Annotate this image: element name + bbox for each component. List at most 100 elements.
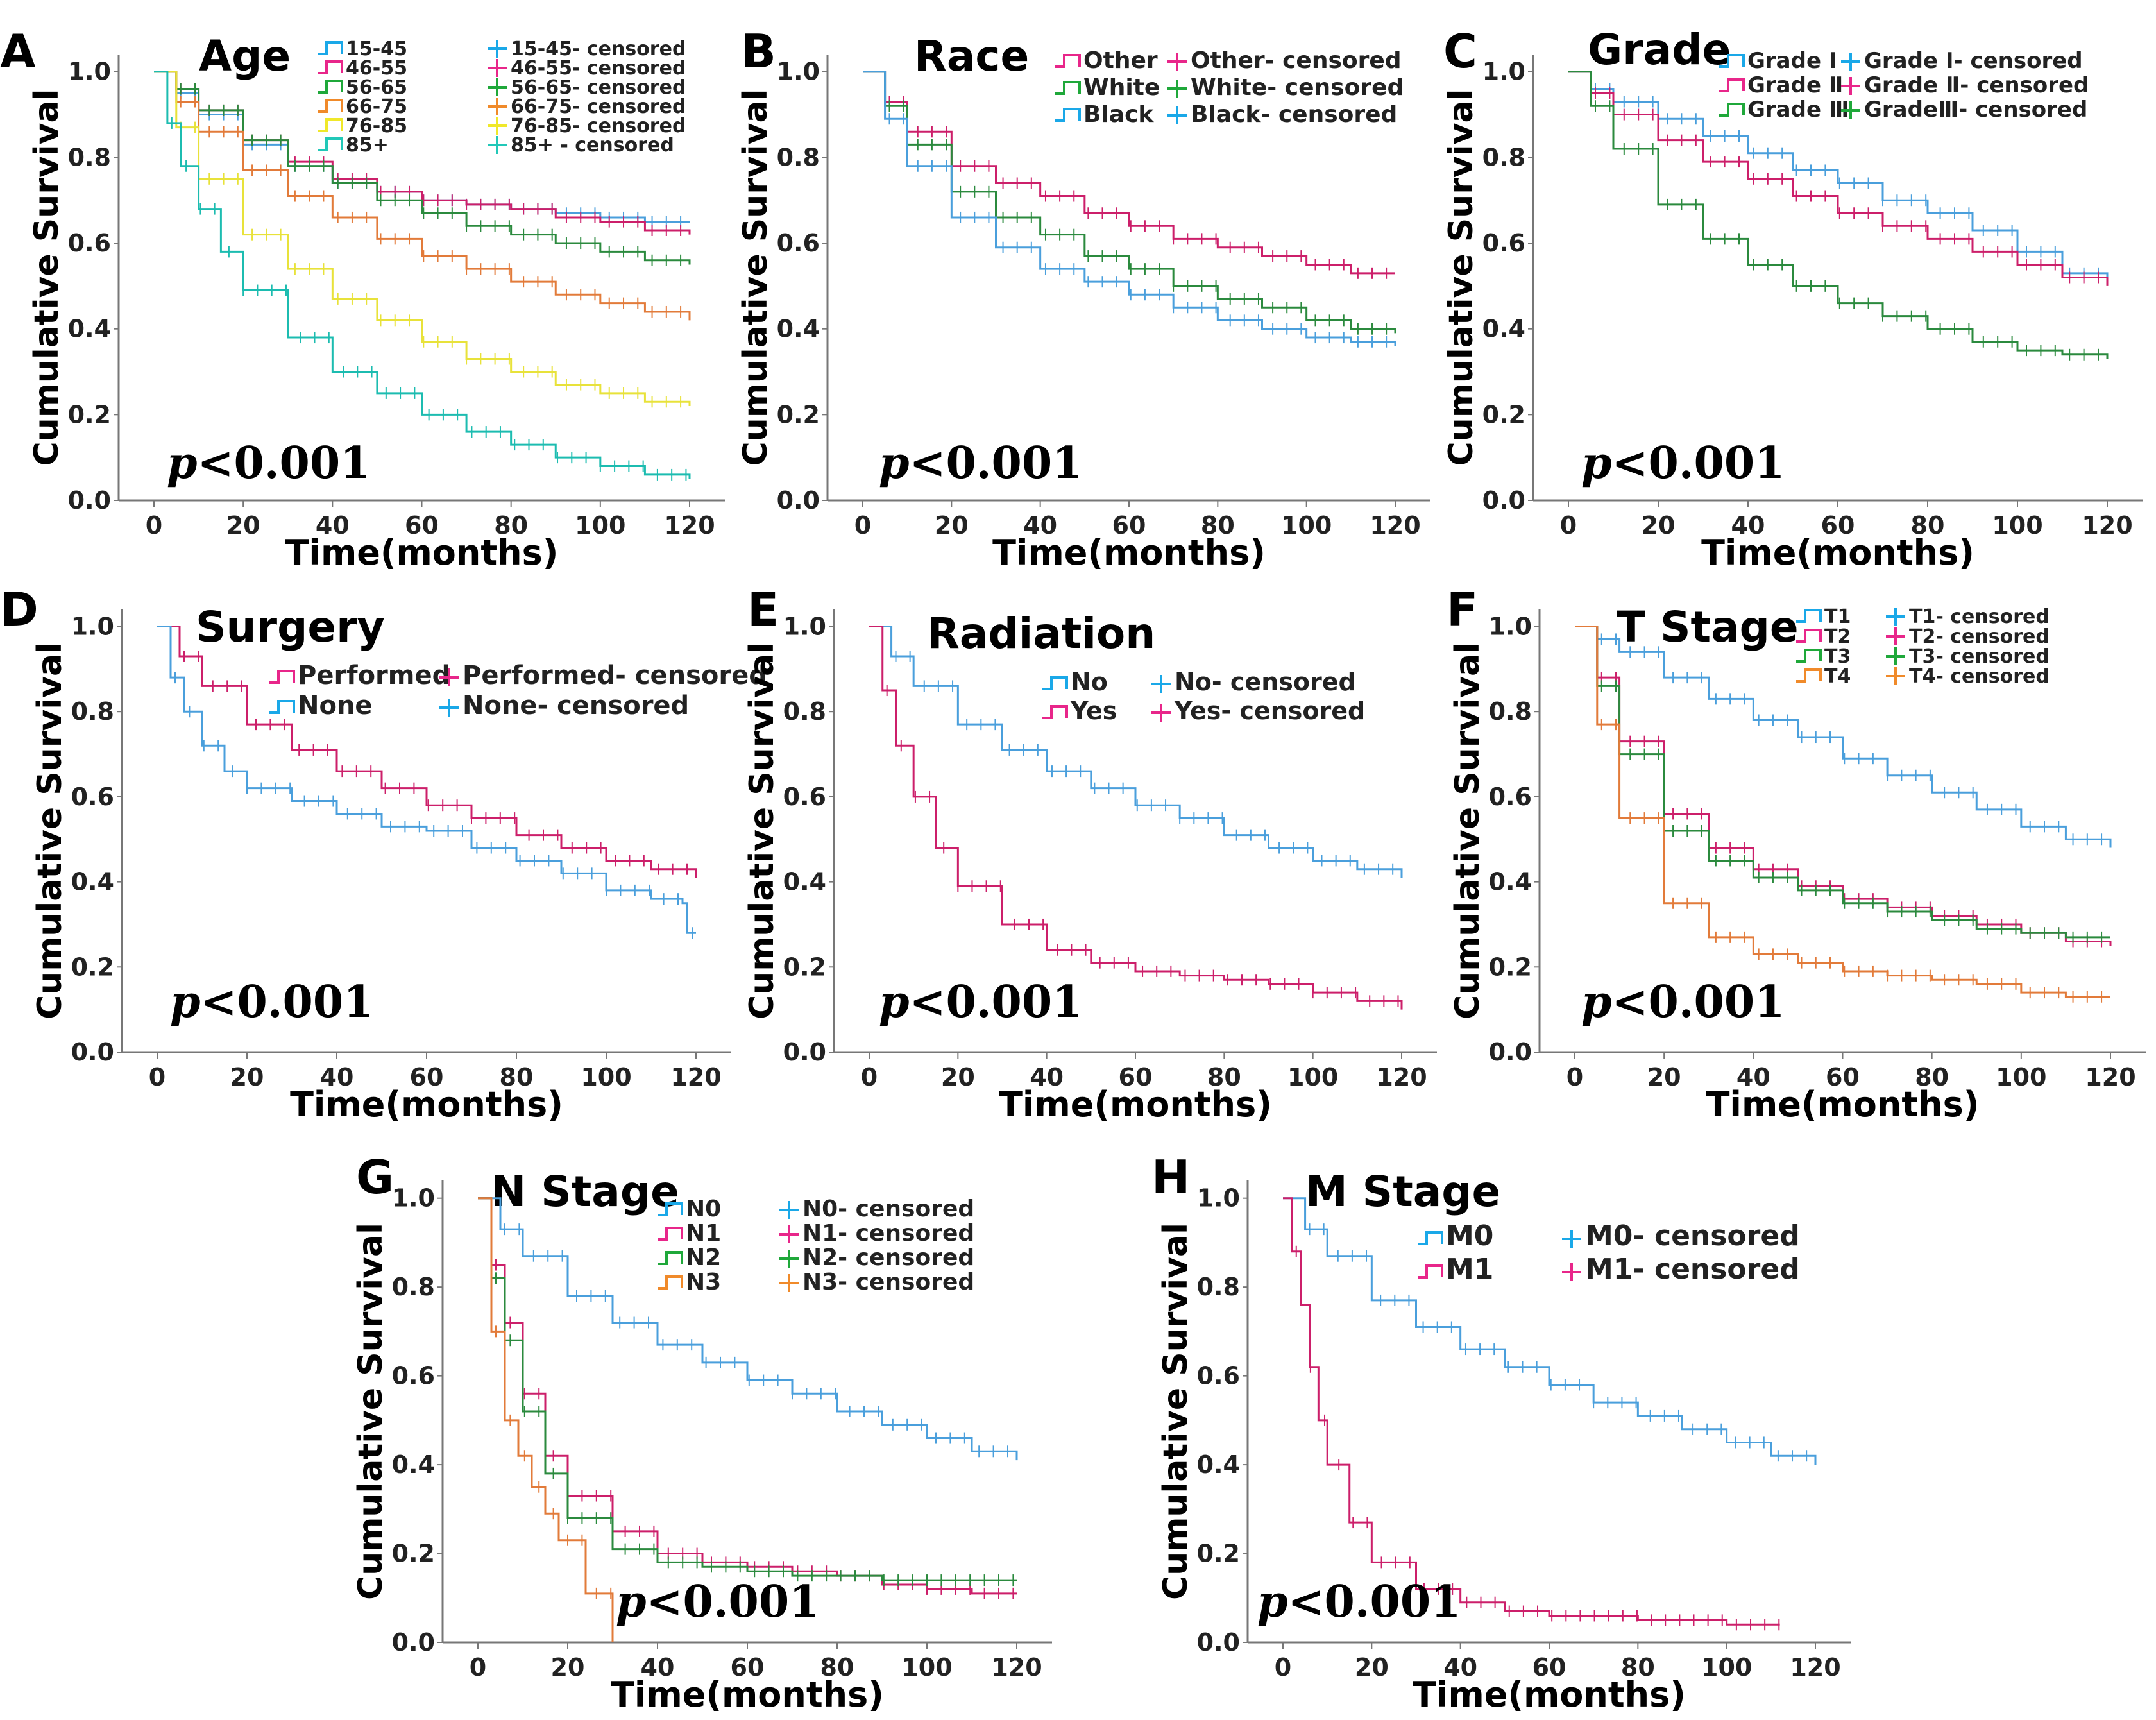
y-tick-label: 0.6 [71,783,114,811]
legend-label: T3 [1824,645,1851,668]
x-tick-label: 100 [1281,511,1332,540]
y-tick-label: 0.8 [1482,143,1525,171]
p-value-symbol: p [1581,438,1612,489]
legend-label: None [298,691,373,720]
y-axis-label: Cumulative Survival [743,642,781,1019]
y-tick-label: 0.8 [1197,1273,1240,1301]
censor-marks [180,121,682,408]
legend-label: M0 [1446,1220,1493,1252]
y-tick-label: 0.2 [392,1540,435,1568]
panel-title: Race [914,31,1029,81]
legend-step-icon [318,41,343,55]
legend-label: 56-65 [346,76,407,99]
legend-censored-label: N1- censored [802,1220,974,1247]
x-tick-label: 40 [1731,511,1765,540]
survival-curve-66-75 [154,71,691,321]
legend-censored-label: Grade Ⅱ- censored [1864,72,2089,98]
y-tick-label: 0.2 [783,953,826,981]
censor-marks [495,1272,1014,1587]
y-axis-label: Cumulative Survival [1442,89,1481,466]
legend-label: T1 [1824,606,1851,628]
panel-letter: B [741,24,776,78]
legend-step-icon [269,700,295,714]
p-value: p<0.001 [167,438,370,489]
x-tick-label: 40 [1736,1063,1770,1091]
panel-letter: D [0,583,38,636]
y-tick-label: 0.6 [1197,1362,1240,1390]
p-value-symbol: p [616,1576,647,1628]
x-axis-label: Time(months) [1706,1084,1980,1125]
survival-curve-none [157,626,696,934]
x-tick-label: 0 [1275,1653,1291,1682]
panel-title: Age [199,31,291,81]
legend-step-icon [1042,705,1068,719]
p-value-number: <0.001 [647,1576,820,1628]
legend-step-icon [1055,108,1081,122]
x-tick-label: 100 [581,1063,631,1091]
x-tick-label: 80 [1915,1063,1949,1091]
x-tick-label: 100 [1701,1653,1752,1682]
legend-censored-label: T1- censored [1909,606,2050,628]
panel-title: T Stage [1617,602,1799,652]
y-tick-label: 0.0 [777,486,820,515]
x-tick-label: 20 [941,1063,975,1091]
y-tick-label: 0.6 [392,1362,435,1390]
legend-label: N2 [686,1245,721,1271]
x-tick-label: 20 [1642,511,1676,540]
censor-marks [1309,1223,1808,1462]
legend-label: Yes [1070,697,1117,725]
x-tick-label: 80 [1201,511,1235,540]
legend-step-icon [658,1251,683,1265]
legend-label: 85+ [346,134,389,157]
x-tick-label: 0 [1566,1063,1583,1091]
y-tick-label: 0.4 [1482,315,1525,343]
legend-step-icon [1719,103,1745,117]
x-tick-label: 20 [226,511,260,540]
legend: N0 N0- censored N1 N1- censored N2 N2- censor… [658,1196,974,1295]
legend-step-icon [658,1227,683,1241]
legend-label: 66-75 [346,96,407,118]
x-tick-label: 100 [1992,511,2042,540]
y-tick-label: 1.0 [777,58,820,86]
y-axis-label: Cumulative Survival [31,642,69,1019]
x-tick-label: 40 [641,1653,675,1682]
x-tick-label: 0 [470,1653,486,1682]
survival-curve-other [863,71,1395,275]
p-value-number: <0.001 [201,976,374,1028]
legend-step-icon [1719,78,1745,92]
x-tick-label: 40 [1023,511,1057,540]
legend-step-icon [1042,676,1068,690]
panel-d: D Surgery 0.0 0.2 0.4 0.6 0.8 1.0 0 20 40 60 80 100 12… [0,583,767,1125]
legend-step-icon [658,1202,683,1216]
survival-curve-m1 [1283,1197,1780,1626]
y-tick-label: 0.8 [777,143,820,171]
y-tick-label: 0.8 [68,143,111,171]
x-tick-label: 60 [410,1063,444,1091]
censor-marks [1295,1245,1780,1631]
survival-curve-grade- [1568,71,2109,278]
legend-censored-label: T2- censored [1909,626,2050,648]
legend-label: White [1083,74,1160,101]
panel-g: G N Stage 0.0 0.2 0.4 0.6 0.8 1.0 0 20 40 60 80 100 12… [352,1150,1052,1715]
y-tick-label: 0.8 [392,1273,435,1301]
x-tick-label: 100 [1287,1063,1338,1091]
y-tick-label: 1.0 [71,613,114,641]
y-tick-label: 0.2 [1482,400,1525,429]
survival-curve-no [869,626,1403,878]
panel-title: Surgery [196,602,385,652]
censor-marks [895,650,1394,875]
legend-step-icon [1796,629,1822,643]
legend-censored-label: N2- censored [802,1245,974,1271]
x-tick-label: 120 [2085,1063,2135,1091]
legend-step-icon [1418,1231,1443,1245]
x-tick-label: 20 [230,1063,264,1091]
x-tick-label: 80 [500,1063,534,1091]
legend: Other Other- censored White White- censored… [1055,47,1404,128]
y-axis-label: Cumulative Survival [1448,642,1487,1019]
legend-step-icon [1418,1264,1443,1279]
x-tick-label: 60 [731,1653,765,1682]
x-tick-label: 20 [1647,1063,1681,1091]
legend-label: T4 [1824,665,1851,688]
y-tick-label: 0.0 [392,1628,435,1656]
x-tick-label: 80 [1911,511,1945,540]
